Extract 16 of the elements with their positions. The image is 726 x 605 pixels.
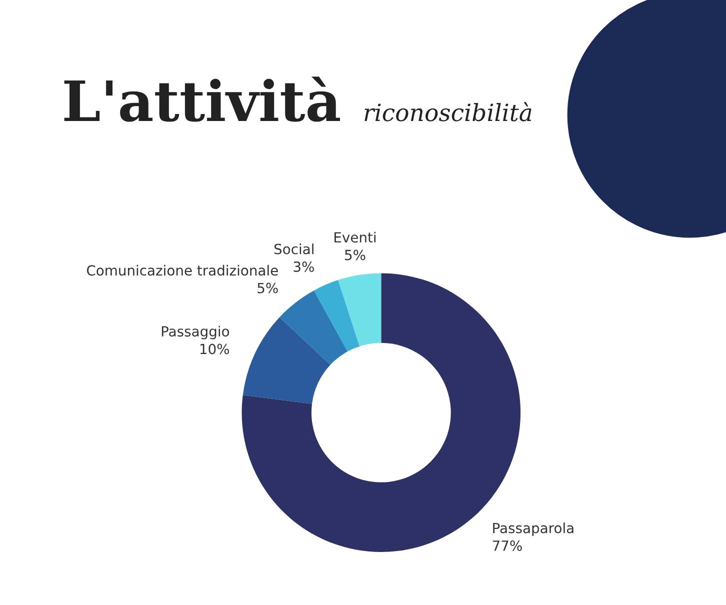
data-label: 10%: [200, 344, 230, 354]
donut-slice: [242, 317, 330, 404]
chart-title: L'attività: [64, 76, 340, 122]
donut-slice: [338, 273, 382, 346]
data-label: 3%: [294, 261, 314, 272]
slice-label: Passaparola: [493, 522, 574, 536]
slice-label: Passaggio: [162, 326, 230, 340]
chart-subtitle: riconoscibilità: [364, 102, 532, 122]
data-label: 5%: [258, 282, 278, 294]
data-label: 5%: [345, 250, 366, 260]
slice-label: Eventi: [334, 232, 376, 243]
donut-slice: [280, 290, 348, 365]
slice-label: Comunicazione tradizionale: [86, 264, 278, 276]
donut-slice: [314, 280, 360, 352]
data-label: 77%: [492, 540, 522, 551]
slice-label: Social: [274, 244, 314, 254]
